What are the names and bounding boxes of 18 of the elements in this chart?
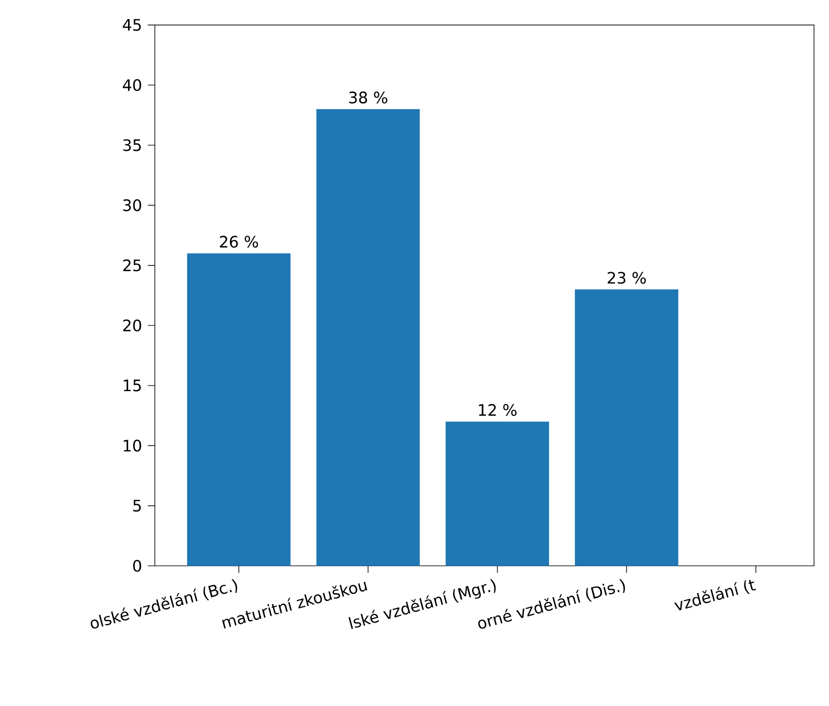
bar	[187, 254, 291, 566]
data-label: 23 %	[608, 272, 646, 284]
y-tick-label: 10	[124, 440, 142, 452]
bar	[316, 109, 420, 566]
data-label: 12 %	[479, 404, 517, 416]
y-tick-label: 30	[123, 199, 142, 212]
y-tick-label: 0	[133, 560, 142, 572]
y-tick-label: 35	[123, 139, 141, 152]
y-tick-label: 5	[133, 500, 141, 512]
data-label: 26 %	[220, 236, 258, 248]
y-tick-label: 15	[124, 380, 141, 392]
bar	[446, 422, 550, 566]
y-tick-label: 45	[122, 19, 141, 32]
bar	[574, 290, 678, 566]
y-tick-label: 40	[122, 79, 142, 92]
y-tick-label: 25	[123, 260, 141, 272]
data-label: 38 %	[349, 92, 388, 104]
y-tick-label: 20	[123, 320, 142, 332]
